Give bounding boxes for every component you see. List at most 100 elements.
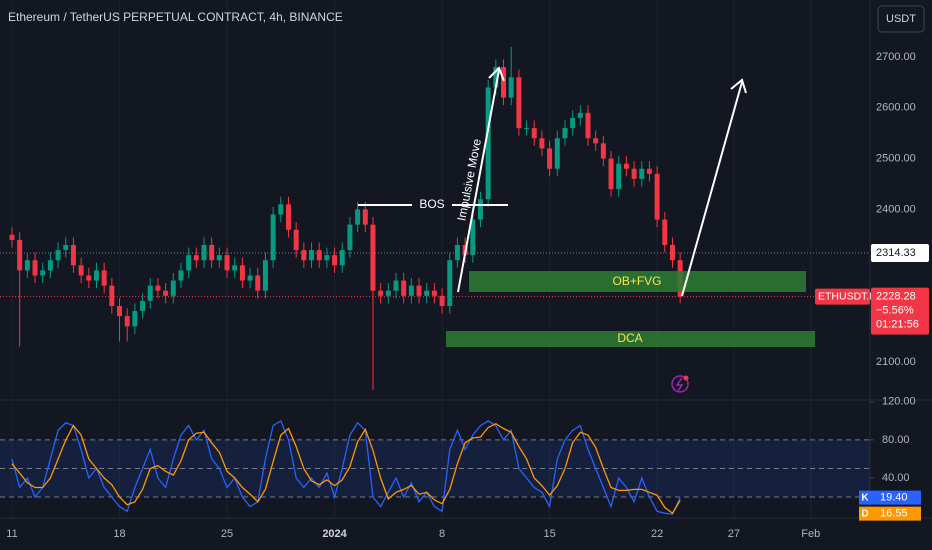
candle-body — [416, 285, 422, 296]
dca-label: DCA — [617, 331, 642, 345]
y-tick-label: 2400.00 — [876, 203, 916, 215]
symbol-tag — [815, 288, 870, 305]
symbol-title: Ethereum / TetherUS PERPETUAL CONTRACT, … — [8, 10, 343, 24]
candle-body — [301, 250, 307, 261]
series-name: K — [861, 492, 869, 503]
candle-body — [454, 244, 460, 261]
candle-body — [224, 255, 230, 271]
candle-body — [447, 260, 453, 306]
candle-body — [178, 270, 184, 281]
candle-body — [132, 311, 138, 327]
oscillator-line — [11, 419, 681, 515]
candle-body — [17, 239, 23, 271]
dca-zone — [446, 331, 815, 347]
alert-icon[interactable] — [671, 375, 689, 393]
candle-body — [147, 285, 153, 301]
candle-body — [524, 128, 530, 130]
series-badge — [859, 506, 871, 521]
candle-body — [370, 224, 376, 291]
candle-body — [101, 270, 107, 286]
y-tick-label: 2600.00 — [876, 102, 916, 114]
candle-body — [347, 224, 353, 251]
change-label: −5.56% — [876, 305, 914, 317]
candle-body — [255, 275, 261, 291]
oscillator-line — [11, 422, 681, 515]
impulse-arrow — [457, 69, 500, 293]
y-tick-label: 2500.00 — [876, 152, 916, 164]
candle-body — [577, 112, 583, 118]
candle-body — [623, 163, 629, 169]
candle-body — [40, 270, 46, 276]
candle-body — [47, 260, 53, 271]
candle-body — [508, 77, 514, 98]
candle-body — [439, 295, 445, 306]
candle-body — [362, 209, 368, 225]
alert-dot — [683, 375, 689, 381]
candle-body — [600, 143, 606, 159]
candle-body — [163, 290, 169, 296]
candle-body — [24, 260, 30, 271]
candle-body — [70, 244, 76, 266]
candle-body — [378, 290, 384, 296]
candle-body — [109, 285, 115, 306]
y-tick-label: 40.00 — [882, 472, 910, 484]
candle-body — [639, 168, 645, 179]
candle-body — [401, 280, 407, 296]
x-tick-label: 27 — [728, 528, 740, 540]
alert-bolt — [675, 377, 684, 392]
candle-body — [316, 250, 322, 261]
candle-body — [124, 316, 130, 327]
candle-body — [646, 168, 652, 174]
x-tick-label: 25 — [221, 528, 233, 540]
candle-body — [232, 265, 238, 271]
candle-body — [431, 290, 437, 296]
candle-body — [63, 244, 69, 251]
value-badge-label: 19.40 — [880, 492, 908, 504]
candle-body — [631, 168, 637, 179]
candle-body — [339, 250, 345, 266]
candle-body — [32, 260, 38, 276]
candle-body — [278, 204, 284, 215]
y-tick-label: 2100.00 — [876, 356, 916, 368]
x-tick-label: Feb — [801, 528, 820, 540]
candle-body — [285, 204, 291, 230]
countdown-label: 01:21:56 — [876, 319, 919, 331]
candle-body — [539, 138, 545, 149]
candle-body — [593, 138, 599, 144]
candle-body — [216, 255, 222, 261]
candle-body — [662, 219, 668, 245]
candle-body — [55, 250, 61, 261]
currency-label: USDT — [886, 13, 916, 25]
candle-body — [324, 255, 330, 261]
candle-body — [170, 280, 176, 296]
bos-label: BOS — [419, 197, 444, 211]
value-badge-label: 16.55 — [880, 508, 908, 520]
candle-body — [493, 67, 499, 88]
y-tick-label: 2700.00 — [876, 51, 916, 63]
reference-price-label: 2314.33 — [876, 247, 916, 259]
candle-body — [669, 244, 675, 261]
candle-body — [239, 265, 245, 281]
candle-body — [570, 117, 576, 129]
candle-body — [309, 250, 315, 261]
candle-body — [562, 128, 568, 139]
target-arrow — [681, 81, 743, 297]
candle-body — [332, 255, 338, 266]
candle-body — [585, 112, 591, 139]
y-tick-label: 120.00 — [882, 396, 916, 408]
candle-body — [501, 67, 507, 98]
currency-button[interactable] — [877, 5, 925, 33]
series-name: D — [861, 508, 868, 519]
candle-body — [209, 244, 215, 261]
x-tick-label: 2024 — [322, 528, 347, 540]
candle-body — [78, 265, 84, 276]
candle-body — [186, 255, 192, 271]
x-tick-label: 8 — [439, 528, 445, 540]
candle-body — [531, 128, 537, 139]
x-tick-label: 22 — [651, 528, 663, 540]
candle-body — [93, 270, 99, 281]
candle-body — [393, 280, 399, 291]
x-tick-label: 15 — [543, 528, 555, 540]
candle-body — [485, 87, 491, 200]
candle-body — [547, 148, 553, 169]
